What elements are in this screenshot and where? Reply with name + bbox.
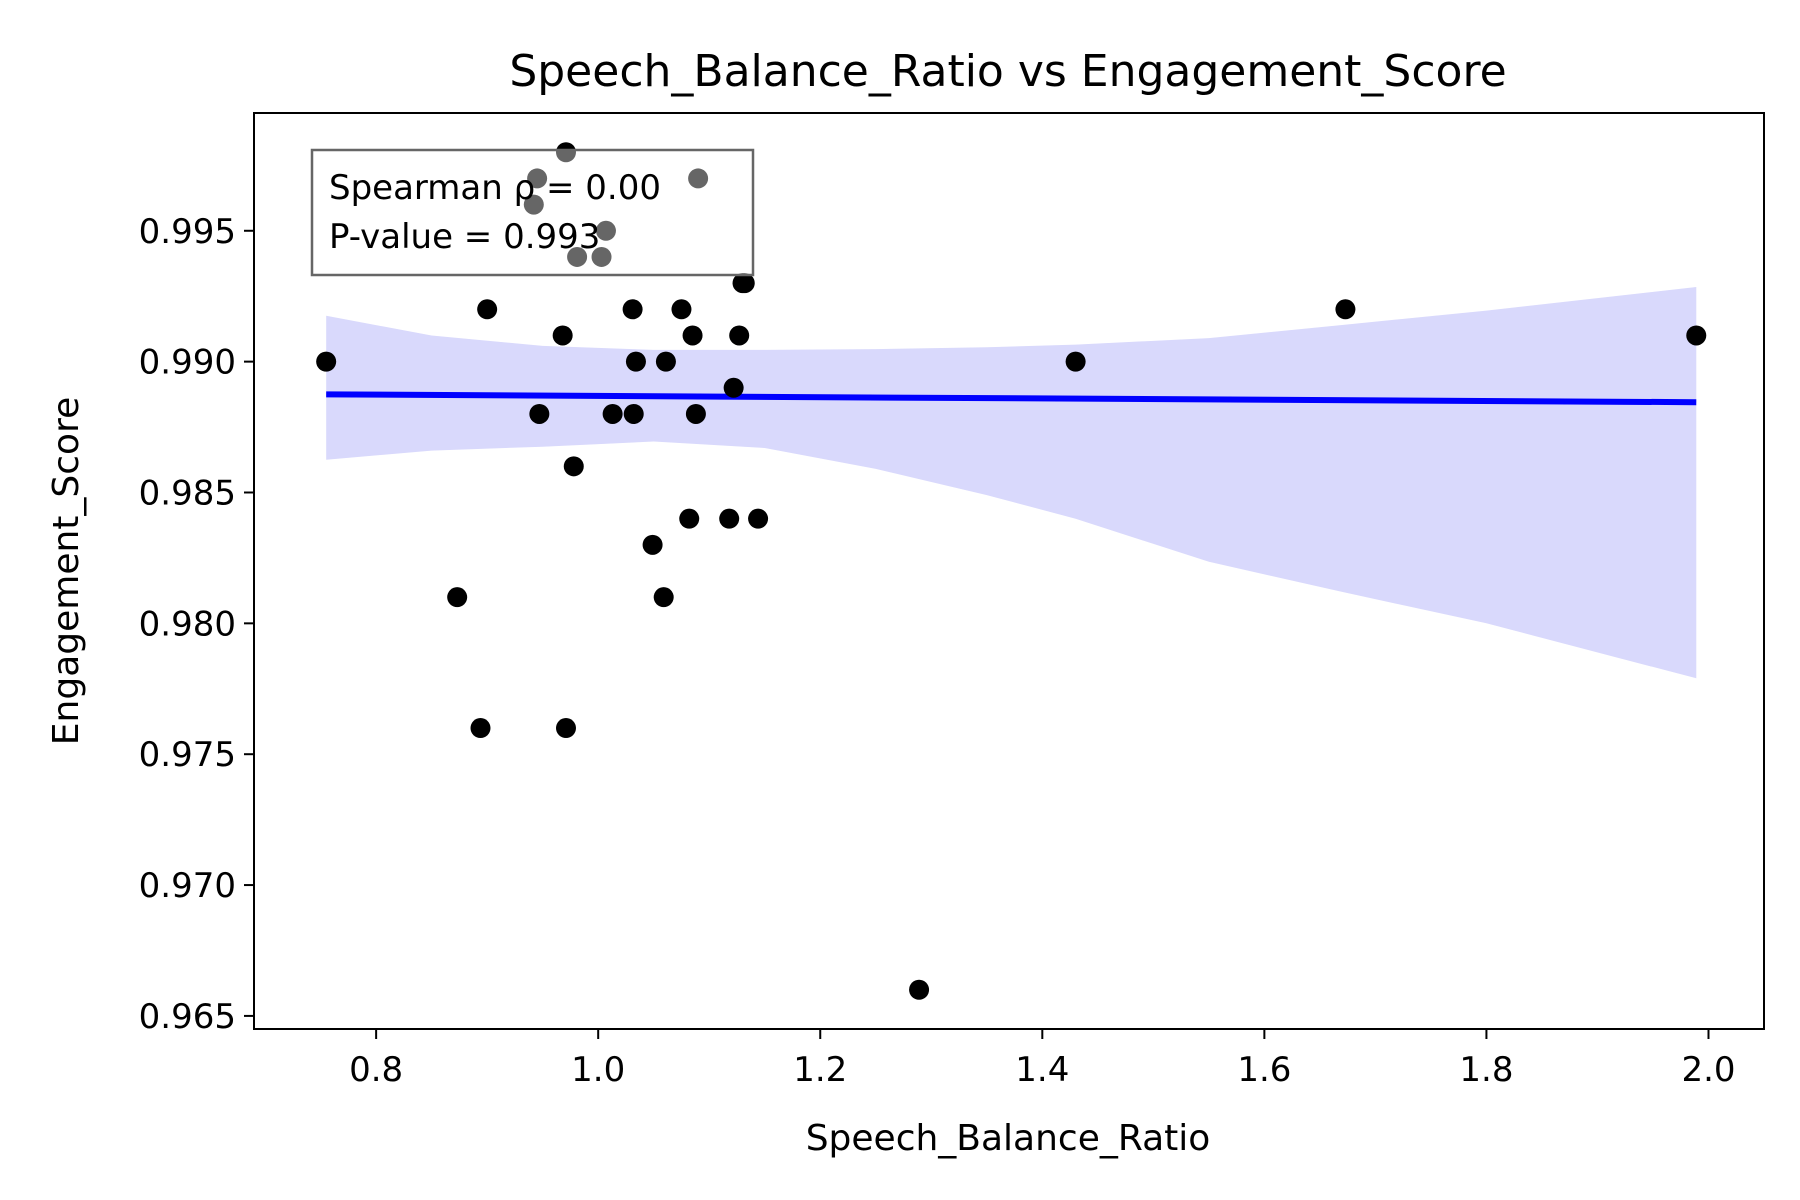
data-point-7 xyxy=(529,403,550,424)
data-point-19 xyxy=(642,534,663,555)
data-point-33 xyxy=(909,979,930,1000)
x-tick-label: 1.0 xyxy=(571,1050,625,1090)
stats-annotation-box xyxy=(310,148,755,277)
x-tick-label: 0.8 xyxy=(349,1050,403,1090)
data-point-29 xyxy=(729,325,750,346)
y-tick-label: 0.980 xyxy=(139,604,236,644)
data-point-15 xyxy=(602,403,623,424)
x-tick-label: 1.2 xyxy=(793,1050,847,1090)
chart-title: Speech_Balance_Ratio vs Engagement_Score xyxy=(509,46,1506,97)
y-tick-label: 0.995 xyxy=(139,212,236,252)
x-tick-label: 1.8 xyxy=(1459,1050,1513,1090)
x-tick-label: 1.4 xyxy=(1015,1050,1069,1090)
stats-pvalue-text: P-value = 0.993 xyxy=(329,217,600,257)
data-point-11 xyxy=(563,456,584,477)
data-point-25 xyxy=(685,403,706,424)
data-point-6 xyxy=(527,168,548,189)
x-tick-label: 2.0 xyxy=(1681,1050,1735,1090)
data-point-2 xyxy=(447,587,468,608)
data-point-20 xyxy=(653,587,674,608)
data-point-10 xyxy=(555,718,576,739)
data-point-26 xyxy=(688,168,709,189)
x-axis: 0.8 1.0 1.2 1.4 1.6 1.8 2.0 xyxy=(349,1029,1736,1090)
y-axis: 0.965 0.970 0.975 0.980 0.985 0.990 0.995 xyxy=(139,212,254,1037)
data-point-3 xyxy=(470,718,491,739)
data-point-13 xyxy=(591,246,612,267)
x-axis-label: Speech_Balance_Ratio xyxy=(806,1118,1211,1159)
data-point-4 xyxy=(477,299,498,320)
regression-line xyxy=(326,391,1697,406)
data-point-35 xyxy=(1335,299,1356,320)
data-point-21 xyxy=(655,351,676,372)
data-point-36 xyxy=(1686,325,1707,346)
data-point-16 xyxy=(622,299,643,320)
data-point-32 xyxy=(748,508,769,529)
data-point-28 xyxy=(723,377,744,398)
y-tick-label: 0.985 xyxy=(139,473,236,513)
data-point-31 xyxy=(734,273,755,294)
y-tick-label: 0.990 xyxy=(139,343,236,383)
data-point-34 xyxy=(1065,351,1086,372)
data-point-12 xyxy=(567,246,588,267)
stats-annotation: Spearman ρ = 0.00 P-value = 0.993 xyxy=(310,148,755,277)
data-point-27 xyxy=(719,508,740,529)
y-axis-label: Engagement_Score xyxy=(46,397,87,745)
data-point-8 xyxy=(552,325,573,346)
data-point-23 xyxy=(679,508,700,529)
plot-frame xyxy=(253,112,1765,1030)
y-tick-label: 0.970 xyxy=(139,866,236,906)
stats-spearman-text: Spearman ρ = 0.00 xyxy=(329,168,661,208)
y-tick-label: 0.965 xyxy=(139,997,236,1037)
confidence-band xyxy=(326,287,1697,679)
data-point-5 xyxy=(523,194,544,215)
data-point-1 xyxy=(316,351,337,372)
data-point-17 xyxy=(623,403,644,424)
plot-area xyxy=(316,142,1707,1000)
points-layer xyxy=(316,142,1707,1000)
data-point-22 xyxy=(671,299,692,320)
x-tick-label: 1.6 xyxy=(1237,1050,1291,1090)
data-point-9 xyxy=(555,142,576,163)
y-tick-label: 0.975 xyxy=(139,735,236,775)
data-point-24 xyxy=(682,325,703,346)
data-point-18 xyxy=(625,351,646,372)
data-point-14 xyxy=(595,220,616,241)
